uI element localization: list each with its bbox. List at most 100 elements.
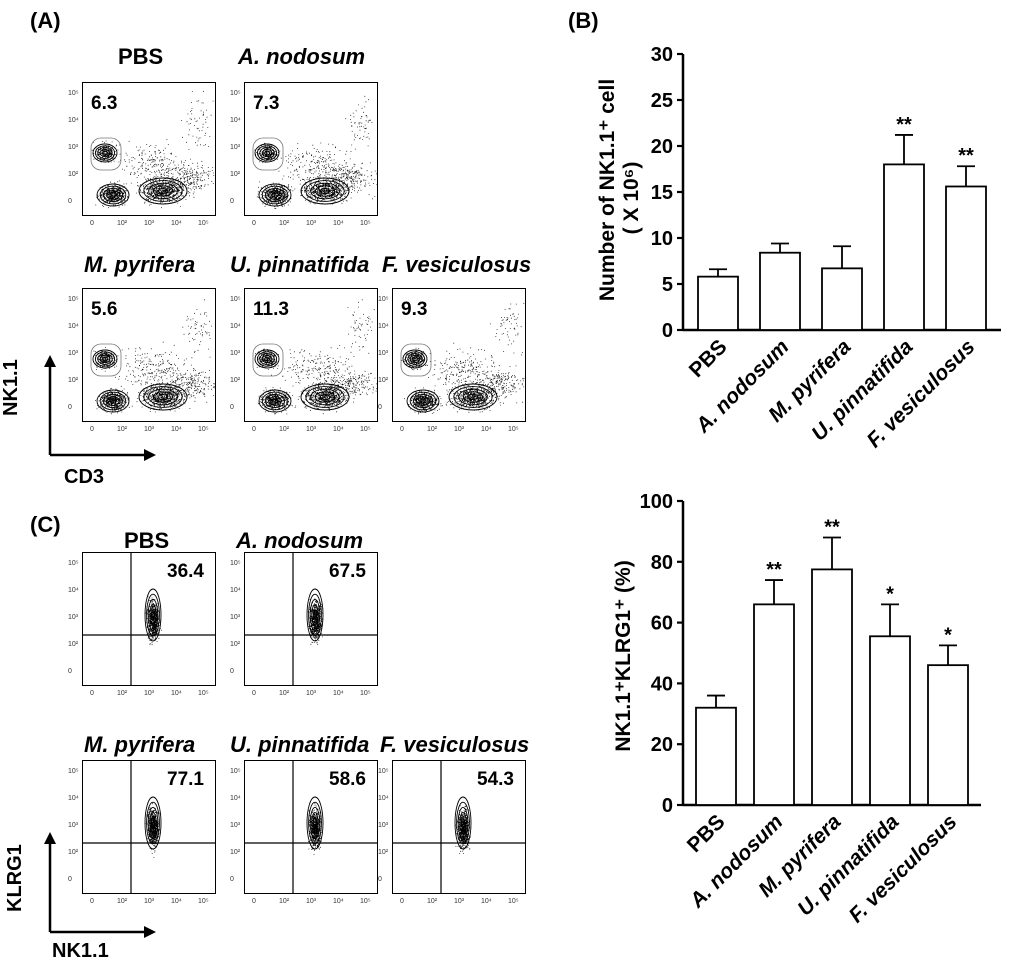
x-tick-label: 10⁵ bbox=[198, 690, 209, 697]
x-tick-label: 0 bbox=[400, 898, 404, 905]
panel-a-plot-title: F. vesiculosus bbox=[382, 252, 532, 277]
x-tick-label: 10³ bbox=[306, 426, 317, 433]
x-tick-label: F. vesiculosus bbox=[863, 335, 980, 452]
x-tick-label: F. vesiculosus bbox=[845, 810, 962, 927]
y-tick-label: 0 bbox=[230, 668, 234, 675]
population-percentage: 6.3 bbox=[91, 93, 118, 114]
error-bar bbox=[707, 694, 725, 708]
y-tick-label: 10² bbox=[230, 849, 241, 856]
panel-c-plot-title: U. pinnatifida bbox=[230, 732, 370, 757]
panel-label-b: (B) bbox=[568, 8, 599, 33]
y-tick-label: 20 bbox=[651, 136, 673, 158]
y-tick-label: 10³ bbox=[230, 822, 241, 829]
error-bar bbox=[957, 165, 975, 187]
flow-scatter bbox=[245, 761, 377, 893]
flow-scatter bbox=[252, 95, 377, 209]
error-bar bbox=[881, 603, 899, 637]
bar bbox=[753, 603, 795, 806]
error-bar bbox=[709, 268, 727, 277]
x-tick-label: 10² bbox=[117, 690, 128, 697]
flow-scatter bbox=[245, 553, 377, 685]
x-tick-label: 10⁵ bbox=[198, 426, 209, 433]
bar bbox=[945, 185, 987, 331]
significance-marker: ** bbox=[824, 516, 840, 538]
flow-scatter bbox=[83, 761, 215, 893]
error-bar bbox=[765, 579, 783, 605]
panel-label-c: (C) bbox=[30, 512, 61, 537]
significance-marker: * bbox=[886, 583, 894, 605]
x-tick-label: 10² bbox=[117, 898, 128, 905]
bar bbox=[883, 163, 925, 331]
y-tick-label: 10⁴ bbox=[230, 117, 241, 124]
x-tick-label: 0 bbox=[252, 690, 256, 697]
bar bbox=[811, 568, 853, 806]
y-tick-label: 10⁴ bbox=[230, 323, 241, 330]
y-tick-label: 10² bbox=[378, 849, 389, 856]
y-tick-label: 10² bbox=[230, 377, 241, 384]
y-tick-label: 0 bbox=[68, 404, 72, 411]
x-tick-label: 10⁵ bbox=[198, 898, 209, 905]
y-tick-label: 10⁴ bbox=[230, 795, 241, 802]
panel-a-plot-title: M. pyrifera bbox=[84, 252, 196, 277]
y-tick-label: 10² bbox=[68, 377, 79, 384]
x-tick-label: U. pinnatifida bbox=[793, 810, 904, 921]
y-tick-label: 10⁴ bbox=[68, 795, 79, 802]
y-tick-label: 10² bbox=[230, 641, 241, 648]
y-tick-label: 0 bbox=[378, 876, 382, 883]
error-bar bbox=[895, 134, 913, 165]
y-tick-label: 0 bbox=[378, 404, 382, 411]
x-tick-label: 10⁵ bbox=[360, 220, 371, 227]
y-tick-label: 10⁵ bbox=[378, 768, 389, 775]
panel-a-plot-title: U. pinnatifida bbox=[230, 252, 370, 277]
y-tick-label: 10⁴ bbox=[68, 117, 79, 124]
y-axis-label: Number of NK1.1⁺ cell bbox=[596, 79, 619, 301]
panel-a-plot-title: A. nodosum bbox=[238, 44, 366, 69]
panel-c-plot-title: F. vesiculosus bbox=[380, 732, 530, 757]
y-tick-label: 10³ bbox=[68, 822, 79, 829]
y-tick-label: 25 bbox=[651, 90, 673, 112]
y-tick-label: 10⁵ bbox=[230, 90, 241, 97]
y-tick-label: 10³ bbox=[230, 144, 241, 151]
panel-a-plot: 7.3 bbox=[244, 82, 378, 216]
x-tick-label: 10² bbox=[279, 690, 290, 697]
y-tick-label: 10² bbox=[68, 171, 79, 178]
x-tick-label: 10³ bbox=[454, 426, 465, 433]
y-tick-label: 10² bbox=[230, 171, 241, 178]
y-tick-label: 10² bbox=[68, 849, 79, 856]
bar bbox=[821, 267, 863, 331]
population-percentage: 11.3 bbox=[253, 299, 289, 320]
y-tick-label: 30 bbox=[651, 44, 673, 66]
y-tick-label: 20 bbox=[651, 734, 673, 756]
x-tick-label: 10² bbox=[279, 220, 290, 227]
error-bar bbox=[939, 644, 957, 666]
y-tick-label: 10³ bbox=[378, 822, 389, 829]
y-tick-label: 10⁴ bbox=[230, 587, 241, 594]
y-tick-label: 10³ bbox=[68, 350, 79, 357]
y-tick-label: 10² bbox=[68, 641, 79, 648]
x-tick-label: 10⁴ bbox=[481, 898, 492, 905]
x-tick-label: 10³ bbox=[306, 898, 317, 905]
x-tick-label: 0 bbox=[252, 426, 256, 433]
panel-c-x-axis-label: NK1.1 bbox=[52, 940, 109, 962]
x-tick-label: 10⁴ bbox=[333, 898, 344, 905]
population-percentage: 77.1 bbox=[167, 769, 204, 790]
x-tick-label: 10² bbox=[117, 426, 128, 433]
x-tick-label: 0 bbox=[90, 898, 94, 905]
significance-marker: ** bbox=[766, 559, 782, 581]
y-tick-label: 80 bbox=[651, 552, 673, 574]
panel-c-plot: 36.4 bbox=[82, 552, 216, 686]
x-tick-label: 0 bbox=[252, 898, 256, 905]
population-percentage: 54.3 bbox=[477, 769, 514, 790]
flow-scatter bbox=[252, 299, 377, 415]
y-tick-label: 40 bbox=[651, 673, 673, 695]
x-tick-label: 10⁴ bbox=[171, 426, 182, 433]
x-tick-label: 0 bbox=[400, 426, 404, 433]
x-tick-label: 10⁴ bbox=[171, 690, 182, 697]
error-bar bbox=[833, 245, 851, 269]
flow-scatter bbox=[400, 303, 525, 415]
x-tick-label: 10⁴ bbox=[333, 426, 344, 433]
y-tick-label: 0 bbox=[230, 404, 234, 411]
y-tick-label: 10⁵ bbox=[230, 560, 241, 567]
panel-a-axis-arrows bbox=[44, 355, 156, 461]
